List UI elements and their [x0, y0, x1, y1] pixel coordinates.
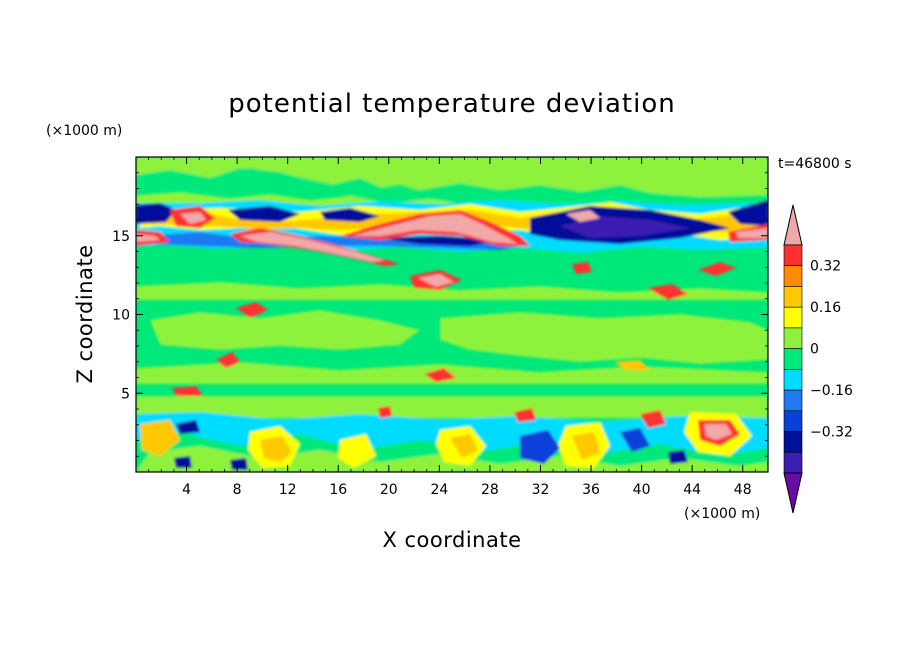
x-tick-label: 48 [734, 482, 752, 498]
colorbar-segment [783, 265, 803, 287]
x-axis-ticks: 4 8 12 16 20 24 28 32 36 40 44 48 [148, 157, 756, 498]
contour-blob-630-366 [614, 360, 650, 370]
contour-pink-central [352, 214, 518, 244]
colorbar-tick-label: −0.16 [810, 383, 853, 399]
plot-area [136, 157, 768, 472]
y-tick-label: 15 [112, 229, 130, 245]
x-tick-label: 4 [182, 482, 191, 498]
contour-blob-220-362 [216, 352, 240, 368]
x-tick-label: 8 [233, 482, 242, 498]
contour-lower-blue-1 [520, 430, 560, 464]
contour-blob-440-376 [424, 368, 456, 382]
contour-lower-orange-3 [572, 432, 600, 460]
contour-lower-blue-3 [176, 420, 200, 434]
colorbar-segment [783, 244, 803, 267]
contour-mid-lightgreen-2 [440, 312, 768, 364]
contour-mid-lightgreen-3 [136, 282, 768, 300]
time-label: t=46800 s [778, 156, 852, 172]
contour-purple-right [560, 216, 690, 238]
x-tick-label: 16 [329, 482, 347, 498]
contour-lower-orange-1 [260, 436, 292, 462]
colorbar-tick-label: 0 [810, 342, 819, 358]
x-tick-label: 40 [633, 482, 651, 498]
contour-lower-red-6 [514, 408, 536, 422]
x-tick-label: 36 [582, 482, 600, 498]
x-tick-label: 28 [481, 482, 499, 498]
contour-lower-lightgreen [136, 396, 768, 418]
colorbar-segment [783, 327, 803, 349]
colorbar-segment [783, 431, 803, 453]
y-tick-label: 5 [121, 386, 130, 402]
colorbar-segment [783, 348, 803, 370]
contour-blob-250-310 [236, 302, 268, 318]
colorbar-segment [783, 306, 803, 329]
colorbar-extend-top [783, 204, 803, 246]
x-unit-label: (×1000 m) [684, 506, 760, 522]
contour-blue-left2 [228, 206, 300, 222]
contour-blue-band [140, 232, 530, 250]
contour-lower-blue-5 [230, 458, 248, 470]
contour-pink-right [566, 210, 600, 222]
colorbar-segment [783, 451, 803, 474]
colorbar: 0.32 0.16 0 −0.16 −0.32 [783, 204, 853, 514]
x-tick-label: 24 [430, 482, 448, 498]
contour-upper-green [136, 168, 768, 207]
contour-blob-580-268 [572, 262, 592, 274]
x-tick-label: 44 [683, 482, 701, 498]
chart-title: potential temperature deviation [228, 89, 675, 119]
contour-blob-700-270 [698, 262, 736, 276]
contour-lower-red-7 [378, 406, 392, 418]
contour-lower-red-5 [640, 410, 666, 428]
y-unit-label: (×1000 m) [46, 123, 122, 139]
contour-mid-lightgreen-4 [136, 362, 768, 384]
y-tick-label: 10 [112, 308, 130, 324]
contour-pink-farright [736, 228, 768, 238]
colorbar-extend-bottom [783, 472, 803, 514]
colorbar-segment [783, 410, 803, 432]
contour-lower-pink-4 [704, 424, 732, 440]
colorbar-segment [783, 369, 803, 391]
contour-lower-blue-4 [174, 456, 192, 468]
colorbar-segment [783, 286, 803, 308]
colorbar-segment [783, 389, 803, 412]
contour-lower-orange-left [140, 420, 180, 456]
contour-lower-yellow-mid [338, 434, 376, 468]
x-tick-label: 32 [532, 482, 550, 498]
colorbar-tick-label: −0.32 [810, 425, 853, 441]
x-tick-label: 20 [380, 482, 398, 498]
contour-blue-farright [728, 200, 768, 226]
contour-blob-410-280-pink [418, 274, 454, 287]
colorbar-tick-label: 0.16 [810, 300, 841, 316]
contour-field [136, 157, 768, 472]
contour-blue-left [136, 203, 176, 224]
x-tick-label: 12 [279, 482, 297, 498]
contour-lower-blue-2 [620, 428, 650, 452]
contour-lower-orange-2 [450, 434, 478, 458]
contour-blob-660-290 [648, 284, 688, 300]
colorbar-tick-label: 0.32 [810, 259, 841, 275]
contour-mid-lightgreen-1 [150, 310, 420, 350]
contour-blue-mid [320, 208, 380, 222]
x-axis-label: X coordinate [382, 528, 521, 552]
contour-pink-left [180, 212, 206, 224]
y-axis-label: Z coordinate [73, 244, 97, 383]
contour-lower-blue-6 [668, 450, 688, 464]
contour-pink-ridge [240, 232, 385, 262]
y-axis-ticks: 5 10 15 [112, 172, 768, 457]
